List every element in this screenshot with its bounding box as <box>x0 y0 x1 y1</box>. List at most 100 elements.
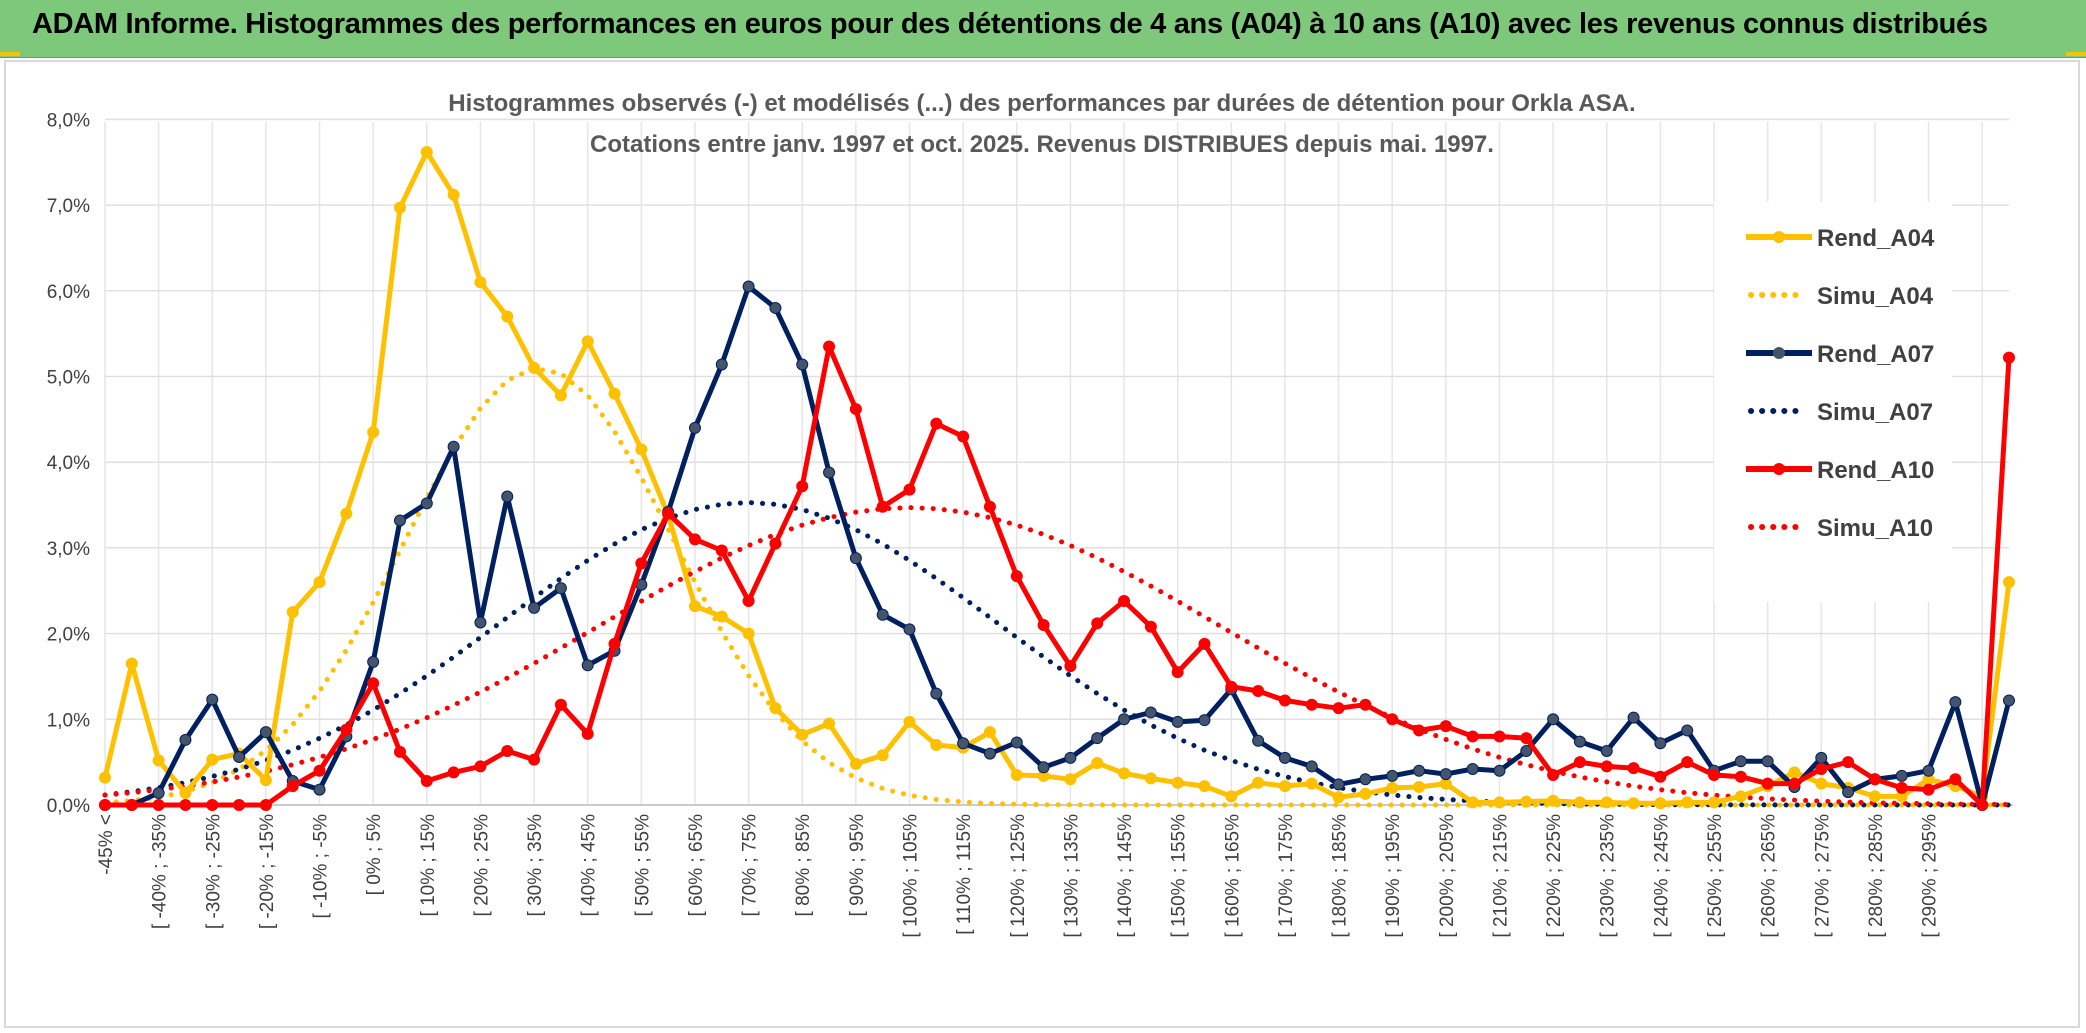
data-point <box>1734 790 1747 803</box>
data-point <box>367 677 380 690</box>
data-point <box>1627 797 1640 810</box>
chart-subtitle: Cotations entre janv. 1997 et oct. 2025.… <box>590 131 1494 158</box>
legend-entry: Simu_A10 <box>1748 515 1933 542</box>
data-point <box>635 443 648 456</box>
data-point <box>1573 735 1586 748</box>
data-point <box>1842 786 1855 799</box>
data-point <box>286 606 299 619</box>
data-point <box>259 774 272 787</box>
data-point <box>1734 770 1747 783</box>
data-point <box>1091 617 1104 630</box>
data-point <box>769 301 782 314</box>
y-tick-label: 7,0% <box>47 196 90 217</box>
data-point <box>447 188 460 201</box>
data-point <box>608 387 621 400</box>
data-point <box>554 698 567 711</box>
data-point <box>1868 773 1881 786</box>
data-point <box>1332 702 1345 715</box>
data-point <box>367 426 380 439</box>
data-point <box>1815 777 1828 790</box>
legend-entry: Rend_A07 <box>1746 341 1934 368</box>
data-point <box>206 799 219 811</box>
data-point <box>823 340 836 353</box>
data-point <box>849 552 862 565</box>
data-point <box>1305 760 1318 773</box>
data-point <box>1118 713 1131 726</box>
data-point <box>715 544 728 557</box>
data-point <box>1413 724 1426 737</box>
data-point <box>688 600 701 613</box>
data-point <box>1734 755 1747 768</box>
data-point <box>1278 694 1291 707</box>
data-point <box>1573 756 1586 769</box>
data-point <box>608 637 621 650</box>
data-point <box>1654 770 1667 783</box>
data-point <box>1547 769 1560 782</box>
data-point <box>983 500 996 513</box>
data-point <box>849 403 862 416</box>
data-point <box>1252 685 1265 698</box>
data-point <box>1493 764 1506 777</box>
series-rend-a04 <box>99 145 2015 810</box>
data-point <box>340 723 353 736</box>
x-tick-label: [ 200% ; 205% <box>1437 814 1458 938</box>
data-point <box>1681 724 1694 737</box>
data-point <box>715 358 728 371</box>
x-tick-label: [ -20% ; -15% <box>257 814 278 929</box>
x-tick-label: [ 210% ; 215% <box>1490 814 1511 938</box>
data-point <box>1520 795 1533 808</box>
chart-area: 0,0% 1,0% 2,0% 3,0% 4,0% 5,0% 6,0% 7,0% 8,0% -45%… <box>4 60 2080 1028</box>
data-point <box>1493 730 1506 743</box>
x-tick-label: [ 280% ; 285% <box>1866 814 1887 938</box>
data-point <box>528 361 541 374</box>
data-point <box>903 623 916 636</box>
data-point <box>1708 796 1721 809</box>
data-point <box>1520 732 1533 745</box>
x-tick-label: -45% < <box>96 814 117 875</box>
data-point <box>1949 696 1962 709</box>
corner-accent-left <box>0 52 20 56</box>
data-point <box>474 760 487 773</box>
series-line <box>102 499 2012 808</box>
y-tick-label: 6,0% <box>47 282 90 303</box>
data-point <box>742 595 755 608</box>
data-point <box>1252 734 1265 747</box>
data-point <box>662 507 675 520</box>
data-point <box>1305 698 1318 711</box>
data-point <box>769 537 782 550</box>
data-point <box>1359 698 1372 711</box>
data-point <box>313 764 326 777</box>
data-point <box>1144 772 1157 785</box>
data-point <box>983 747 996 760</box>
data-point <box>930 739 943 752</box>
legend-box <box>1714 202 1952 602</box>
data-point <box>903 715 916 728</box>
x-tick-label: [ 30% ; 35% <box>525 814 546 917</box>
data-point <box>1654 737 1667 750</box>
data-point <box>849 757 862 770</box>
data-point <box>581 659 594 672</box>
data-point <box>742 280 755 293</box>
x-tick-label: [ 260% ; 265% <box>1759 814 1780 938</box>
x-tick-label: [ 150% ; 155% <box>1169 814 1190 938</box>
data-point <box>233 799 246 811</box>
data-point <box>1922 783 1935 796</box>
x-tick-label: [ 190% ; 195% <box>1383 814 1404 938</box>
data-point <box>1010 570 1023 583</box>
x-tick-label: [ 220% ; 225% <box>1544 814 1565 938</box>
data-point <box>1842 756 1855 769</box>
legend-label: Rend_A04 <box>1817 225 1935 252</box>
data-point <box>1466 796 1479 809</box>
data-point <box>1278 780 1291 793</box>
data-point <box>769 702 782 715</box>
x-tick-label: [ 250% ; 255% <box>1705 814 1726 938</box>
x-tick-label: [ 20% ; 25% <box>471 814 492 917</box>
x-tick-label: [ -30% ; -25% <box>203 814 224 929</box>
data-point <box>152 754 165 767</box>
data-point <box>1627 711 1640 724</box>
data-point <box>1118 767 1131 780</box>
data-point <box>581 335 594 348</box>
data-point <box>1815 751 1828 764</box>
legend-marker <box>1773 347 1785 359</box>
data-point <box>501 310 514 323</box>
